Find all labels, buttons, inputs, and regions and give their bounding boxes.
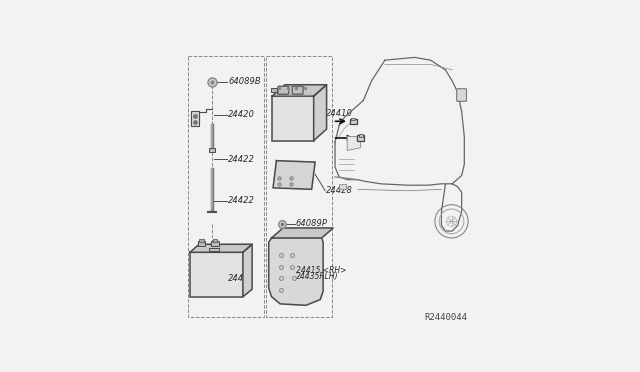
Text: 24420: 24420 [228,110,255,119]
Text: 24428: 24428 [326,186,353,195]
Text: 24431: 24431 [228,275,255,283]
Text: 64089B: 64089B [228,77,261,86]
FancyBboxPatch shape [199,238,204,242]
FancyBboxPatch shape [190,252,243,297]
Text: 24410: 24410 [326,109,353,118]
FancyBboxPatch shape [211,241,219,246]
FancyBboxPatch shape [351,118,355,120]
FancyBboxPatch shape [198,241,205,246]
FancyBboxPatch shape [271,88,277,92]
FancyBboxPatch shape [209,148,216,152]
Polygon shape [243,244,252,297]
Polygon shape [272,85,326,96]
Polygon shape [273,161,315,189]
Text: 64089P: 64089P [296,219,328,228]
FancyBboxPatch shape [209,248,219,251]
Polygon shape [314,85,326,141]
Text: 24435RLH): 24435RLH) [296,272,339,281]
FancyBboxPatch shape [358,134,363,137]
FancyBboxPatch shape [191,110,199,126]
FancyBboxPatch shape [272,96,314,141]
Text: 24422: 24422 [228,155,255,164]
Polygon shape [271,228,333,238]
FancyBboxPatch shape [278,86,289,94]
Text: R2440044: R2440044 [424,314,467,323]
FancyBboxPatch shape [292,86,303,94]
FancyBboxPatch shape [212,238,218,242]
FancyBboxPatch shape [339,184,346,189]
Polygon shape [269,238,323,305]
Polygon shape [347,137,361,151]
FancyBboxPatch shape [357,135,364,141]
FancyBboxPatch shape [349,119,357,124]
FancyBboxPatch shape [457,89,467,101]
Text: 24422: 24422 [228,196,255,205]
Polygon shape [190,244,252,252]
Text: 24415 <RH>: 24415 <RH> [296,266,346,275]
